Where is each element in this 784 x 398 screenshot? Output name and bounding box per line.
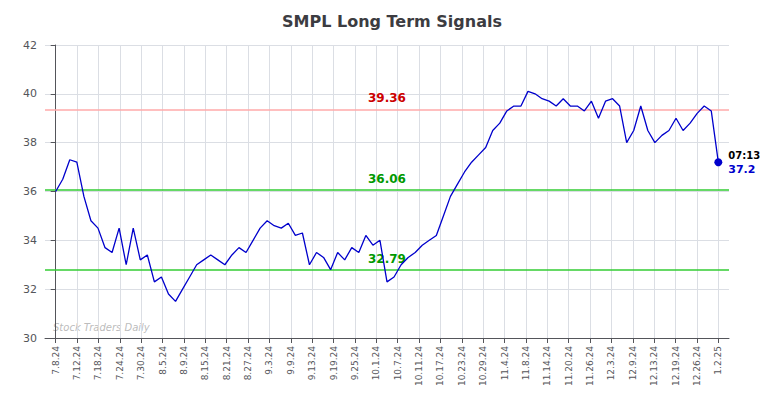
svg-text:9.19.24: 9.19.24 — [329, 346, 339, 381]
svg-text:10.17.24: 10.17.24 — [435, 346, 445, 386]
svg-text:12.19.24: 12.19.24 — [671, 346, 681, 386]
svg-text:36: 36 — [23, 185, 37, 198]
svg-text:12.9.24: 12.9.24 — [628, 346, 638, 381]
svg-text:7.18.24: 7.18.24 — [93, 346, 103, 381]
svg-text:10.11.24: 10.11.24 — [414, 346, 424, 386]
svg-text:34: 34 — [23, 234, 37, 247]
svg-text:07:13: 07:13 — [728, 150, 760, 161]
svg-text:37.2: 37.2 — [728, 163, 755, 176]
svg-text:42: 42 — [23, 39, 37, 52]
svg-text:30: 30 — [23, 332, 37, 345]
svg-text:39.36: 39.36 — [368, 91, 406, 105]
svg-text:11.8.24: 11.8.24 — [521, 346, 531, 381]
svg-text:11.14.24: 11.14.24 — [542, 346, 552, 386]
svg-text:9.3.24: 9.3.24 — [264, 346, 274, 375]
svg-text:36.06: 36.06 — [368, 172, 406, 186]
svg-text:8.9.24: 8.9.24 — [179, 346, 189, 375]
svg-text:12.3.24: 12.3.24 — [606, 346, 616, 381]
svg-text:8.15.24: 8.15.24 — [200, 346, 210, 381]
svg-text:8.5.24: 8.5.24 — [158, 346, 168, 375]
svg-text:Stock Traders Daily: Stock Traders Daily — [53, 322, 151, 333]
svg-text:7.24.24: 7.24.24 — [115, 346, 125, 381]
svg-text:32: 32 — [23, 283, 37, 296]
svg-text:11.26.24: 11.26.24 — [585, 346, 595, 386]
svg-text:11.20.24: 11.20.24 — [564, 346, 574, 386]
svg-text:38: 38 — [23, 136, 37, 149]
svg-text:10.1.24: 10.1.24 — [371, 346, 381, 381]
svg-text:12.13.24: 12.13.24 — [649, 346, 659, 386]
svg-text:SMPL Long Term Signals: SMPL Long Term Signals — [282, 12, 502, 31]
svg-text:11.4.24: 11.4.24 — [500, 346, 510, 381]
svg-text:9.13.24: 9.13.24 — [307, 346, 317, 381]
svg-text:7.12.24: 7.12.24 — [72, 346, 82, 381]
svg-text:40: 40 — [23, 87, 37, 100]
svg-text:7.30.24: 7.30.24 — [136, 346, 146, 381]
svg-text:1.2.25: 1.2.25 — [713, 346, 723, 375]
svg-text:9.25.24: 9.25.24 — [350, 346, 360, 381]
svg-text:32.79: 32.79 — [368, 252, 406, 266]
svg-text:8.27.24: 8.27.24 — [243, 346, 253, 381]
svg-text:9.9.24: 9.9.24 — [286, 346, 296, 375]
svg-text:12.26.24: 12.26.24 — [692, 346, 702, 386]
svg-text:8.21.24: 8.21.24 — [222, 346, 232, 381]
svg-text:10.23.24: 10.23.24 — [457, 346, 467, 386]
svg-text:10.29.24: 10.29.24 — [478, 346, 488, 386]
svg-text:7.8.24: 7.8.24 — [51, 346, 61, 375]
svg-text:10.7.24: 10.7.24 — [393, 346, 403, 381]
